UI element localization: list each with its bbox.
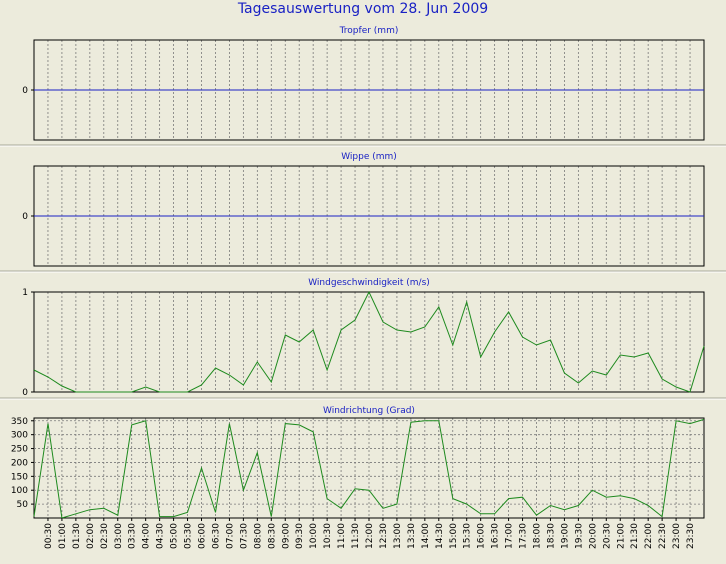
x-tick-label: 23:30 [686, 523, 696, 549]
x-tick-label: 09:00 [281, 523, 291, 549]
x-tick-label: 16:00 [477, 523, 487, 549]
x-tick-label: 22:00 [644, 523, 654, 549]
x-tick-label: 05:00 [170, 523, 180, 549]
panel4-y-tick-label: 50 [17, 500, 29, 510]
panel4-y-tick-label: 150 [11, 472, 28, 482]
x-tick-label: 11:00 [337, 523, 347, 549]
x-tick-label: 21:00 [616, 523, 626, 549]
x-tick-label: 07:30 [239, 523, 249, 549]
x-tick-label: 10:00 [309, 523, 319, 549]
x-tick-label: 15:30 [463, 523, 473, 549]
x-tick-label: 03:30 [128, 523, 138, 549]
x-tick-label: 14:00 [421, 523, 431, 549]
x-tick-label: 13:00 [393, 523, 403, 549]
panel3-title: Windgeschwindigkeit (m/s) [308, 278, 430, 288]
x-tick-label: 06:30 [211, 523, 221, 549]
panel4-y-tick-label: 250 [11, 445, 28, 455]
x-tick-label: 02:30 [100, 523, 110, 549]
x-tick-label: 04:00 [142, 523, 152, 549]
panel1-y-tick-label: 0 [22, 86, 28, 96]
x-tick-label: 09:30 [295, 523, 305, 549]
x-tick-label: 17:00 [505, 523, 515, 549]
panel4-y-tick-label: 300 [11, 431, 28, 441]
x-tick-label: 04:30 [156, 523, 166, 549]
x-tick-label: 19:00 [560, 523, 570, 549]
panel3-y-tick-label: 1 [22, 288, 28, 298]
x-tick-label: 17:30 [519, 523, 529, 549]
x-tick-label: 12:30 [379, 523, 389, 549]
x-tick-label: 11:30 [351, 523, 361, 549]
panel4-y-tick-label: 200 [11, 458, 28, 468]
x-tick-label: 08:00 [253, 523, 263, 549]
panel3-y-tick-label: 0 [22, 388, 28, 398]
x-tick-label: 21:30 [630, 523, 640, 549]
x-tick-label: 00:30 [44, 523, 54, 549]
x-tick-label: 15:00 [449, 523, 459, 549]
x-tick-label: 02:00 [86, 523, 96, 549]
x-tick-label: 06:00 [198, 523, 208, 549]
x-tick-label: 01:00 [58, 523, 68, 549]
page-title: Tagesauswertung vom 28. Jun 2009 [237, 1, 489, 17]
panel1-title: Tropfer (mm) [339, 26, 399, 36]
x-tick-label: 23:00 [672, 523, 682, 549]
x-tick-label: 05:30 [184, 523, 194, 549]
panel2-title: Wippe (mm) [341, 152, 397, 162]
x-tick-label: 13:30 [407, 523, 417, 549]
x-tick-label: 07:00 [225, 523, 235, 549]
x-tick-label: 19:30 [574, 523, 584, 549]
x-tick-label: 18:00 [533, 523, 543, 549]
x-tick-label: 20:00 [588, 523, 598, 549]
x-tick-label: 12:00 [365, 523, 375, 549]
x-tick-label: 01:30 [72, 523, 82, 549]
panel4-series-line [33, 418, 705, 519]
x-tick-label: 03:00 [114, 523, 124, 549]
x-tick-label: 22:30 [658, 523, 668, 549]
panel3-series-line [33, 290, 705, 393]
x-tick-label: 08:30 [267, 523, 277, 549]
panel4-title: Windrichtung (Grad) [323, 406, 415, 416]
x-tick-label: 14:30 [435, 523, 445, 549]
panel2-y-tick-label: 0 [22, 212, 28, 222]
panel4-y-tick-label: 100 [11, 486, 28, 496]
x-tick-label: 20:30 [602, 523, 612, 549]
panel4-y-tick-label: 350 [11, 417, 28, 427]
x-tick-label: 16:30 [491, 523, 501, 549]
x-tick-label: 10:30 [323, 523, 333, 549]
x-tick-label: 18:30 [546, 523, 556, 549]
